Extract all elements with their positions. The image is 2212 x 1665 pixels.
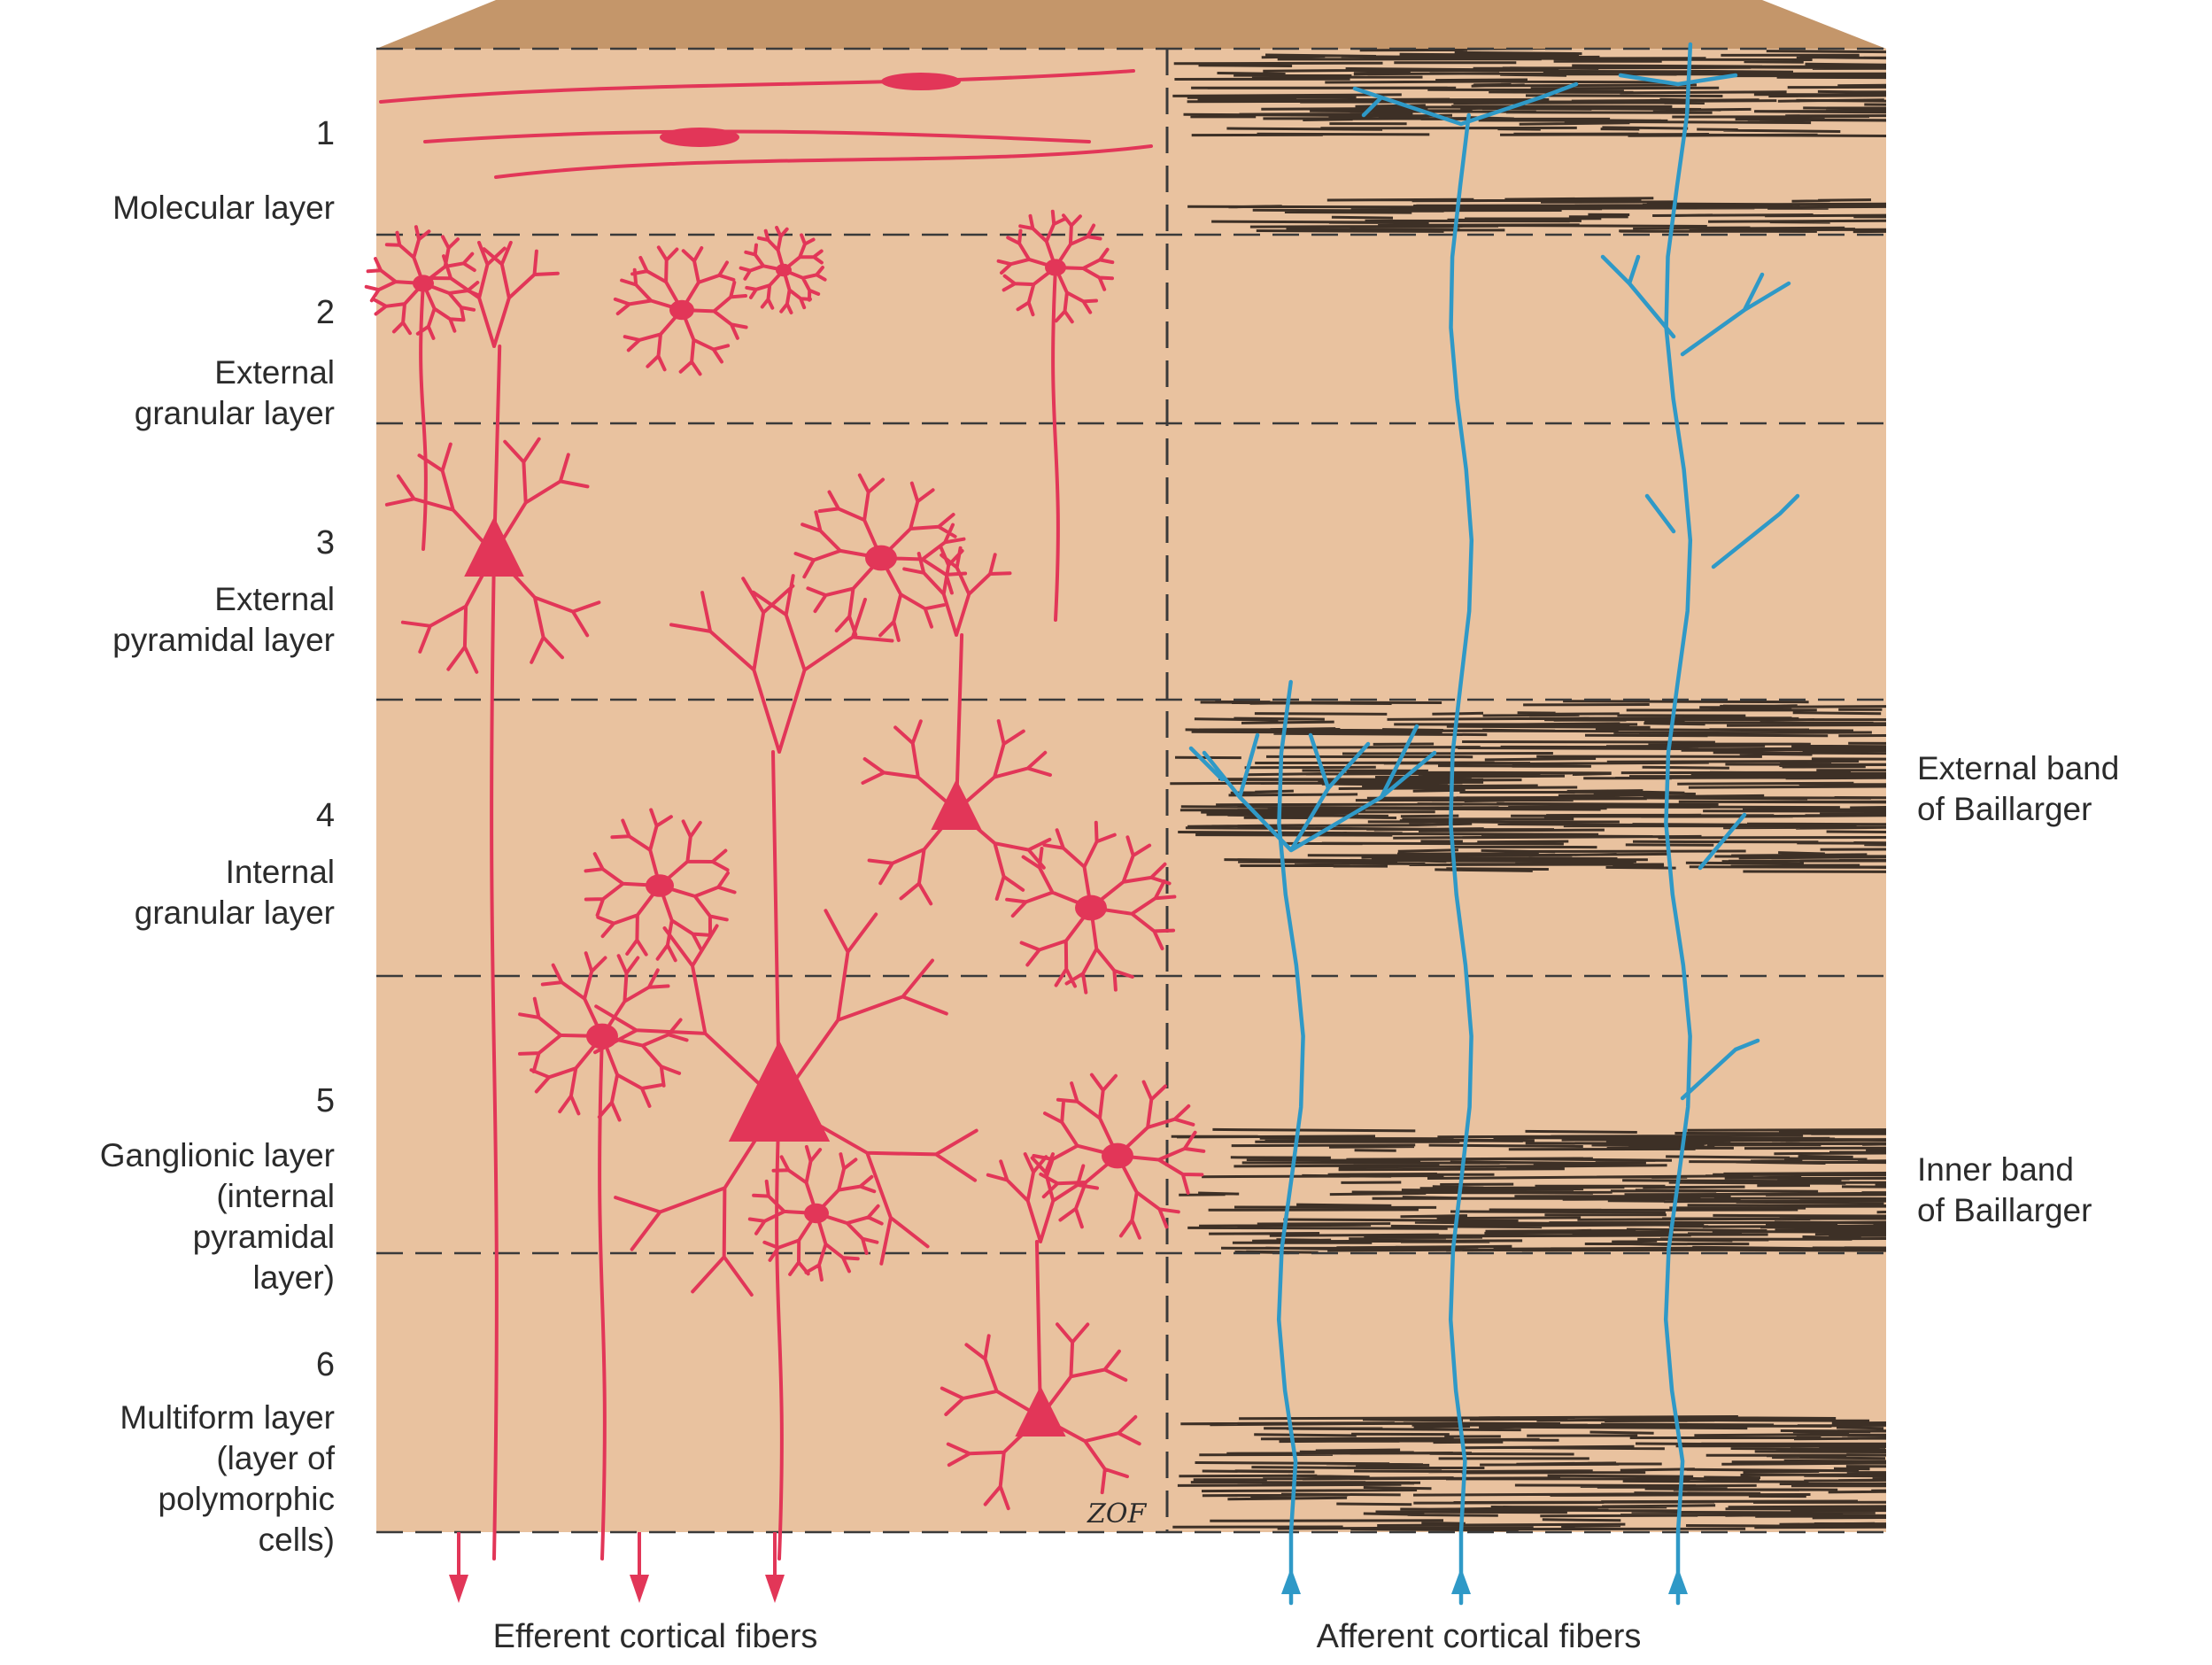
inner-band-of-baillarger xyxy=(1171,1127,1886,1255)
layer-4-number: 4 xyxy=(315,797,335,834)
pyramidal-cell xyxy=(861,545,1052,906)
layer-1-name: Molecular layer xyxy=(112,190,335,226)
stellar-cell xyxy=(793,473,968,642)
giant-pyramidal-cell xyxy=(593,574,978,1560)
layer-3-name: External pyramidal layer xyxy=(112,581,335,658)
layer-1-number: 1 xyxy=(315,115,335,152)
supraradial-fiber-band xyxy=(1187,197,1886,234)
layer-5-name: Ganglionic layer (internal pyramidal lay… xyxy=(99,1137,335,1296)
block-top-face xyxy=(376,0,1886,49)
stellar-cell xyxy=(1032,1073,1206,1240)
inner-band-label: Inner band of Baillarger xyxy=(1917,1151,2092,1228)
deep-fiber-band xyxy=(1172,1415,1886,1532)
granule-cell xyxy=(1005,820,1177,995)
layer-6-name: Multiform layer (layer of polymorphic ce… xyxy=(120,1399,335,1558)
efferent-arrowhead-2 xyxy=(630,1575,649,1603)
fusiform-cell xyxy=(518,951,689,1560)
afferent-fibers-caption: Afferent cortical fibers xyxy=(1316,1618,1642,1655)
afferent-fiber-layer1 xyxy=(1352,81,1579,1606)
layer-3-number: 3 xyxy=(315,524,335,561)
afferent-fiber-layer4 xyxy=(1188,679,1437,1606)
granule-cell xyxy=(996,209,1115,622)
layer-5-number: 5 xyxy=(315,1082,335,1119)
granule-cell xyxy=(584,808,737,963)
afferent-fiber-layer1-2 xyxy=(1600,42,1800,1606)
tangential-fiber-band xyxy=(1172,49,1886,137)
polymorphic-cell xyxy=(940,1152,1141,1511)
granule-cell xyxy=(613,245,748,376)
efferent-arrowhead-3 xyxy=(765,1575,785,1603)
layer-2-name: External granular layer xyxy=(134,354,335,431)
external-band-label: External band of Baillarger xyxy=(1917,750,2120,827)
efferent-fibers-caption: Efferent cortical fibers xyxy=(492,1618,818,1655)
efferent-arrowhead-1 xyxy=(449,1575,468,1603)
horizontal-cells xyxy=(379,69,1153,179)
granule-cell xyxy=(739,226,827,314)
layer-2-number: 2 xyxy=(315,294,335,331)
layer-4-name: Internal granular layer xyxy=(134,854,335,931)
external-pyramidal-cell xyxy=(384,240,601,1560)
external-band-of-baillarger xyxy=(1170,700,1886,873)
layer-6-number: 6 xyxy=(315,1346,335,1383)
stellar-cell xyxy=(747,1144,884,1282)
artist-signature: ZOF xyxy=(1087,1498,1147,1529)
